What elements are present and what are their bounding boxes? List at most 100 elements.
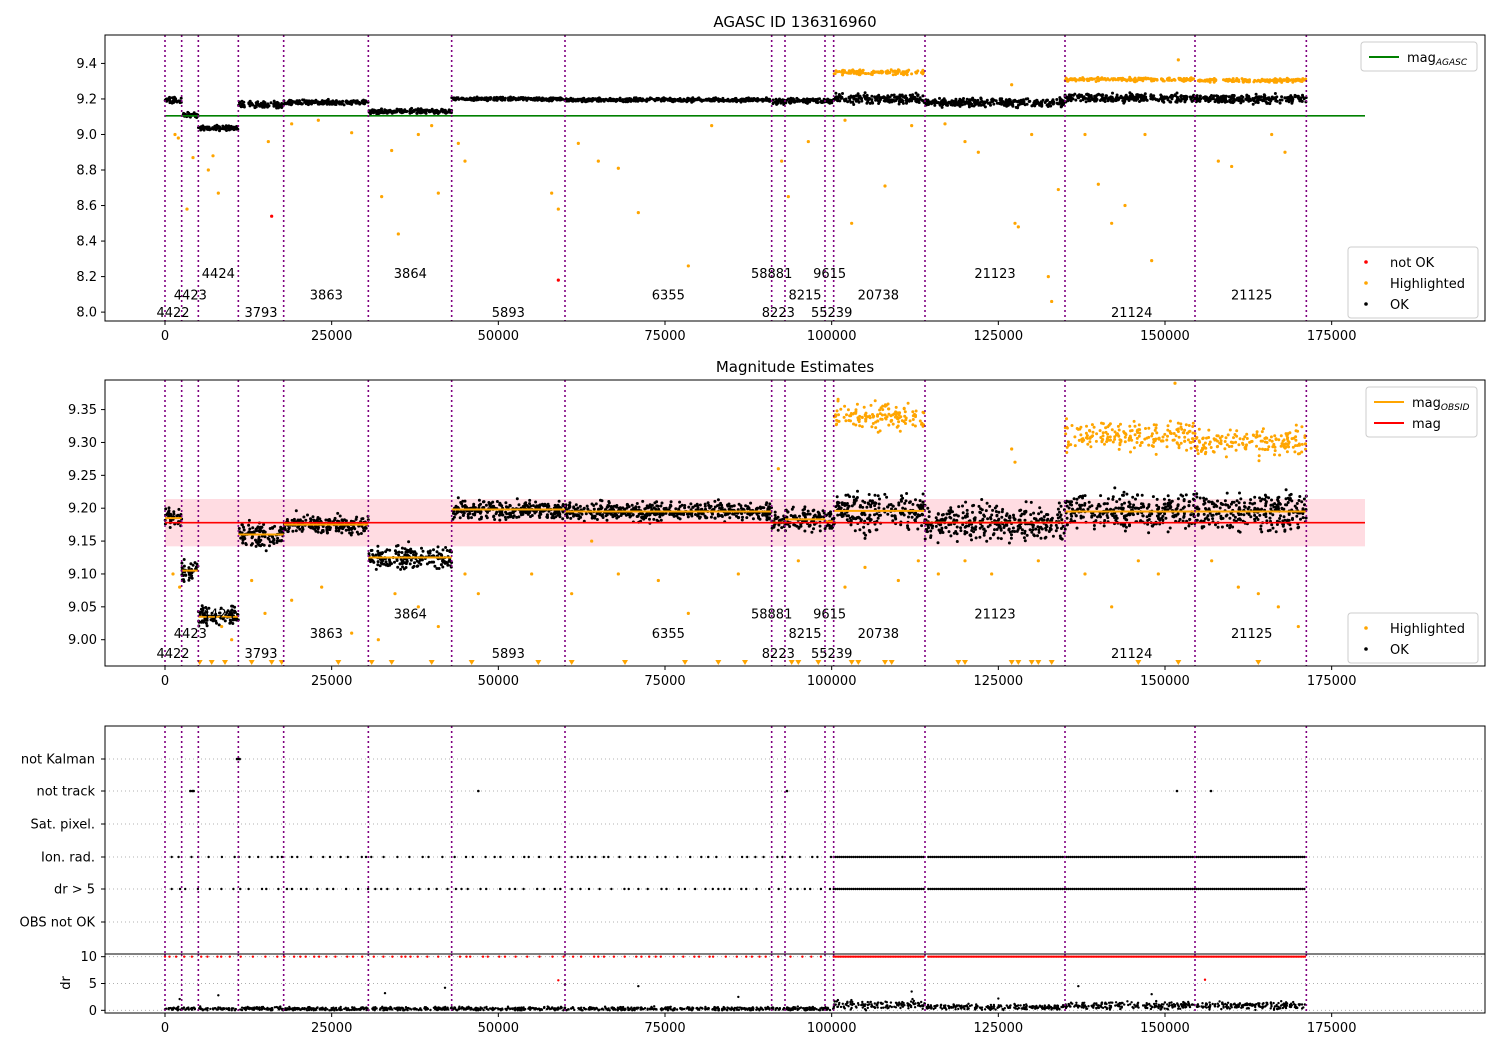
highlighted-point (1167, 78, 1171, 82)
highlighted-point (1088, 436, 1092, 440)
ok-point (988, 101, 992, 105)
ok-point (361, 517, 365, 521)
ok-point (517, 503, 521, 507)
ok-point (737, 99, 741, 102)
highlighted-point (1194, 437, 1198, 440)
ok-point (498, 518, 502, 522)
highlighted-point (1152, 79, 1156, 83)
ok-point (414, 552, 418, 556)
highlighted-point (1089, 445, 1093, 449)
ok-point (753, 97, 757, 101)
ok-point (1261, 99, 1265, 103)
ok-point (707, 504, 711, 508)
highlighted-point (841, 68, 845, 72)
y-tick-label: 8.2 (76, 270, 97, 285)
ok-point (387, 558, 391, 562)
ok-point (1223, 100, 1227, 104)
ok-point (767, 506, 771, 510)
ok-point (648, 517, 651, 521)
highlighted-point (1282, 79, 1286, 82)
ok-point (716, 512, 720, 516)
ok-point (635, 502, 639, 505)
ok-point (478, 510, 482, 514)
ok-point (592, 507, 596, 511)
ok-point (412, 550, 416, 554)
highlighted-point (1073, 435, 1077, 439)
ok-point (939, 101, 943, 104)
highlighted-point (1243, 78, 1247, 82)
highlighted-point (863, 72, 867, 75)
agasc-magnitude-panel: AGASC ID 136316960 8.08.28.48.68.89.09.2… (76, 13, 1486, 344)
ok-point (818, 97, 821, 101)
ok-point (405, 109, 409, 113)
ok-point (405, 548, 409, 552)
ok-point (468, 512, 472, 515)
ok-point (1085, 92, 1088, 96)
highlighted-point (914, 415, 917, 419)
highlighted-point (1260, 430, 1264, 434)
highlighted-point (1095, 76, 1099, 80)
highlighted-point (850, 221, 854, 225)
highlighted-point (1188, 79, 1192, 83)
highlighted-point (1064, 432, 1068, 436)
ok-point (384, 563, 388, 567)
highlighted-point (1111, 440, 1115, 444)
highlighted-point (1115, 432, 1119, 436)
highlighted-point (894, 73, 898, 76)
highlighted-point (866, 72, 870, 75)
ok-point (479, 97, 483, 101)
ok-point (190, 576, 194, 580)
highlighted-point (206, 168, 210, 172)
highlighted-point (848, 414, 852, 418)
ok-point (354, 517, 358, 521)
highlighted-point (616, 166, 620, 170)
ok-point (541, 503, 545, 507)
ok-point (625, 506, 629, 510)
ok-point (340, 531, 344, 535)
ok-point (507, 97, 511, 101)
ok-point (525, 503, 529, 507)
ok-point (503, 97, 507, 101)
highlighted-point (1258, 447, 1261, 451)
ok-point (1120, 96, 1124, 100)
highlighted-point (1274, 438, 1278, 441)
highlighted-point (1135, 441, 1139, 444)
ok-point (470, 516, 473, 520)
ok-point (997, 101, 1001, 105)
highlighted-point (1132, 419, 1136, 423)
ok-point (1143, 92, 1147, 96)
highlighted-point (216, 191, 220, 195)
ok-point (403, 561, 407, 565)
highlighted-point (858, 414, 862, 418)
ok-point (908, 97, 912, 101)
ok-point (582, 507, 586, 511)
highlighted-point (860, 416, 864, 419)
y-tick-label: 9.2 (76, 92, 97, 107)
ok-point (757, 98, 761, 102)
ok-point (982, 101, 985, 105)
ok-point (668, 96, 672, 100)
ok-point (1086, 97, 1090, 101)
ok-point (1007, 98, 1011, 102)
highlighted-point (1290, 437, 1294, 441)
ok-point (605, 98, 609, 102)
ok-point (400, 560, 404, 564)
ok-point (412, 553, 415, 557)
ok-point (584, 512, 588, 516)
highlighted-point (1085, 424, 1088, 428)
ok-point (678, 517, 682, 521)
ok-point (1000, 99, 1004, 103)
ok-point (594, 502, 598, 506)
ok-point (495, 96, 499, 100)
ok-point (428, 109, 432, 113)
highlighted-point (1064, 76, 1068, 80)
ok-point (713, 499, 717, 503)
ok-point (376, 544, 380, 548)
highlighted-point (1293, 450, 1297, 454)
ok-point (838, 99, 842, 103)
ok-point (244, 543, 248, 547)
y-tick-label: 9.15 (68, 535, 97, 550)
ok-point (369, 549, 373, 552)
ok-point (452, 96, 456, 100)
ok-point (624, 97, 627, 101)
